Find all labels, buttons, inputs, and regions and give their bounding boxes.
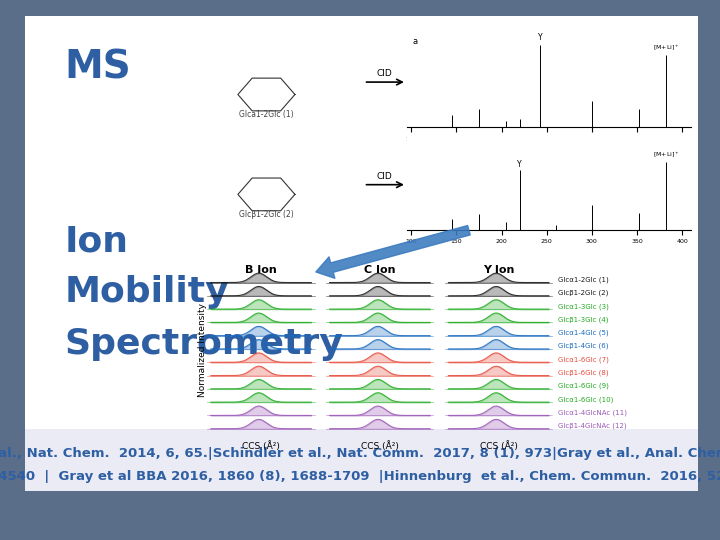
Bar: [25, 16, 698, 491]
Text: Spectrometry: Spectrometry: [65, 327, 343, 361]
Text: Glcα1-3Glc (3): Glcα1-3Glc (3): [558, 303, 608, 309]
Text: CCS (Å²): CCS (Å²): [361, 442, 399, 451]
Text: CID: CID: [377, 172, 392, 181]
Text: Glcα1-6Glc (10): Glcα1-6Glc (10): [558, 396, 613, 403]
Text: Mobility: Mobility: [65, 275, 230, 309]
Text: Glcα1-4GlcNAc (11): Glcα1-4GlcNAc (11): [558, 409, 626, 416]
Text: Y Ion: Y Ion: [483, 266, 514, 275]
Text: CCS (Å²): CCS (Å²): [242, 442, 280, 451]
Text: Glcβ1-6Glc (8): Glcβ1-6Glc (8): [558, 369, 608, 376]
Text: Glcβ1-4GlcNAc (12): Glcβ1-4GlcNAc (12): [558, 423, 626, 429]
Text: Both  et al., Nat. Chem.  2014, 6, 65.|Schindler et al., Nat. Comm.  2017, 8 (1): Both et al., Nat. Chem. 2014, 6, 65.|Sch…: [0, 447, 720, 460]
Text: Glcβ1-3Glc (4): Glcβ1-3Glc (4): [558, 316, 608, 323]
Text: Normalized Intensity: Normalized Intensity: [198, 302, 207, 397]
Text: CID: CID: [377, 69, 392, 78]
Text: Glcβ1-2Glc (2): Glcβ1-2Glc (2): [239, 210, 294, 219]
Text: [M+Li]$^+$: [M+Li]$^+$: [652, 151, 680, 160]
Bar: [25, 429, 698, 491]
Text: a: a: [413, 37, 418, 46]
Text: MS: MS: [65, 49, 132, 86]
Text: 89 (8), 4540  |  Gray et al BBA 2016, 1860 (8), 1688-1709  |Hinnenburg  et al., : 89 (8), 4540 | Gray et al BBA 2016, 1860…: [0, 470, 720, 483]
Text: Ion: Ion: [65, 224, 129, 258]
Text: Glcα1-2Glc (1): Glcα1-2Glc (1): [558, 276, 608, 283]
Text: Y: Y: [518, 160, 522, 168]
Text: [M+Li]$^+$: [M+Li]$^+$: [652, 44, 680, 53]
Text: CCS (Å²): CCS (Å²): [480, 442, 518, 451]
Text: Glcα1-6Glc (9): Glcα1-6Glc (9): [558, 383, 608, 389]
Text: Glcα1-6Glc (7): Glcα1-6Glc (7): [558, 356, 608, 363]
Text: Glca1-2Glc (1): Glca1-2Glc (1): [239, 110, 294, 119]
Text: C Ion: C Ion: [364, 266, 395, 275]
Text: Glcβ1-2Glc (2): Glcβ1-2Glc (2): [558, 290, 608, 296]
Text: Y: Y: [538, 33, 543, 42]
Text: B Ion: B Ion: [245, 266, 277, 275]
Text: Glcβ1-4Glc (6): Glcβ1-4Glc (6): [558, 343, 608, 349]
Text: Glcα1-4Glc (5): Glcα1-4Glc (5): [558, 329, 608, 336]
